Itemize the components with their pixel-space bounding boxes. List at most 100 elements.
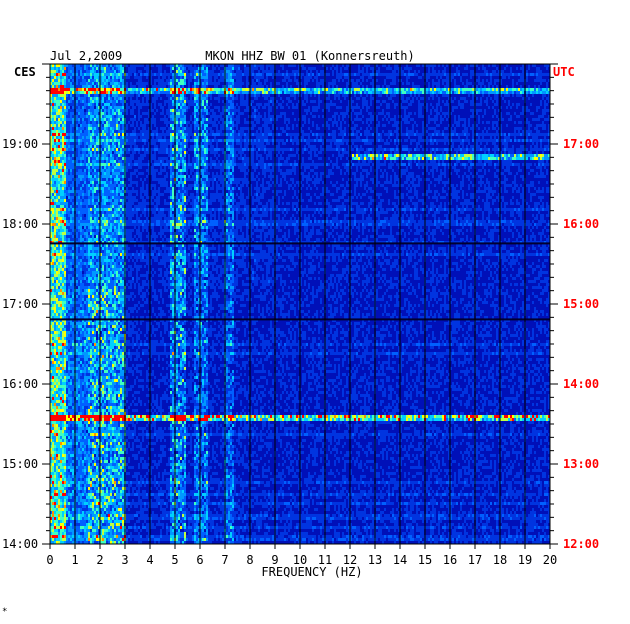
spectrogram-cell (484, 97, 486, 100)
spectrogram-cell (532, 112, 534, 115)
spectrogram-cell (528, 88, 530, 91)
spectrogram-cell (304, 97, 306, 100)
spectrogram-cell (468, 79, 470, 82)
spectrogram-cell (356, 109, 358, 112)
spectrogram-cell (58, 112, 60, 115)
spectrogram-cell (344, 94, 346, 97)
spectrogram-cell (270, 67, 272, 70)
spectrogram-cell (128, 76, 130, 79)
spectrogram-cell (410, 76, 412, 79)
spectrogram-cell (288, 73, 290, 76)
spectrogram-cell (358, 115, 360, 118)
spectrogram-cell (146, 118, 148, 121)
spectrogram-cell (230, 121, 232, 124)
spectrogram-cell (400, 115, 402, 118)
spectrogram-cell (466, 109, 468, 112)
spectrogram-cell (452, 109, 454, 112)
spectrogram-cell (368, 67, 370, 70)
spectrogram-cell (326, 97, 328, 100)
spectrogram-cell (302, 97, 304, 100)
spectrogram-cell (240, 85, 242, 88)
spectrogram-cell (154, 112, 156, 115)
spectrogram-cell (82, 91, 84, 94)
spectrogram-cell (510, 67, 512, 70)
spectrogram-cell (302, 73, 304, 76)
spectrogram-cell (236, 64, 238, 67)
spectrogram-cell (342, 91, 344, 94)
spectrogram-cell (492, 70, 494, 73)
spectrogram-cell (256, 115, 258, 118)
spectrogram-cell (134, 109, 136, 112)
spectrogram-cell (162, 88, 164, 91)
spectrogram-cell (506, 103, 508, 106)
spectrogram-cell (536, 85, 538, 88)
spectrogram-cell (152, 85, 154, 88)
spectrogram-cell (264, 76, 266, 79)
spectrogram-cell (278, 76, 280, 79)
spectrogram-cell (106, 106, 108, 109)
spectrogram-cell (444, 70, 446, 73)
spectrogram-cell (380, 91, 382, 94)
spectrogram-cell (212, 79, 214, 82)
spectrogram-cell (310, 70, 312, 73)
spectrogram-cell (528, 67, 530, 70)
spectrogram-cell (382, 115, 384, 118)
spectrogram-cell (438, 106, 440, 109)
spectrogram-cell (254, 100, 256, 103)
spectrogram-cell (348, 91, 350, 94)
spectrogram-cell (102, 94, 104, 97)
spectrogram-cell (490, 67, 492, 70)
spectrogram-cell (116, 103, 118, 106)
spectrogram-cell (168, 88, 170, 91)
spectrogram-cell (448, 70, 450, 73)
spectrogram-cell (380, 115, 382, 118)
spectrogram-cell (196, 64, 198, 67)
spectrogram-cell (480, 103, 482, 106)
spectrogram-cell (372, 121, 374, 124)
spectrogram-cell (522, 64, 524, 67)
spectrogram-cell (378, 97, 380, 100)
spectrogram-cell (456, 73, 458, 76)
spectrogram-cell (548, 118, 550, 121)
spectrogram-cell (418, 79, 420, 82)
spectrogram-cell (286, 112, 288, 115)
spectrogram-cell (518, 100, 520, 103)
spectrogram-cell (344, 76, 346, 79)
spectrogram-cell (326, 91, 328, 94)
spectrogram-cell (282, 112, 284, 115)
spectrogram-cell (460, 64, 462, 67)
spectrogram-cell (222, 118, 224, 121)
spectrogram-cell (390, 94, 392, 97)
spectrogram-cell (262, 70, 264, 73)
spectrogram-cell (290, 67, 292, 70)
spectrogram-cell (228, 97, 230, 100)
spectrogram-cell (384, 94, 386, 97)
spectrogram-cell (472, 85, 474, 88)
spectrogram-cell (52, 94, 54, 97)
spectrogram-cell (498, 103, 500, 106)
spectrogram-cell (260, 94, 262, 97)
spectrogram-cell (132, 82, 134, 85)
spectrogram-cell (316, 76, 318, 79)
spectrogram-cell (108, 85, 110, 88)
spectrogram-cell (352, 64, 354, 67)
spectrogram-cell (70, 100, 72, 103)
spectrogram-cell (302, 91, 304, 94)
spectrogram-cell (526, 70, 528, 73)
spectrogram-cell (294, 82, 296, 85)
spectrogram-cell (104, 67, 106, 70)
spectrogram-cell (488, 109, 490, 112)
spectrogram-cell (358, 76, 360, 79)
spectrogram-cell (142, 88, 144, 91)
spectrogram-cell (372, 73, 374, 76)
spectrogram-cell (420, 115, 422, 118)
spectrogram-cell (68, 97, 70, 100)
spectrogram-cell (216, 73, 218, 76)
spectrogram-cell (308, 79, 310, 82)
spectrogram-cell (202, 73, 204, 76)
spectrogram-cell (128, 103, 130, 106)
spectrogram-cell (444, 67, 446, 70)
spectrogram-cell (146, 76, 148, 79)
spectrogram-cell (530, 67, 532, 70)
spectrogram-cell (530, 100, 532, 103)
